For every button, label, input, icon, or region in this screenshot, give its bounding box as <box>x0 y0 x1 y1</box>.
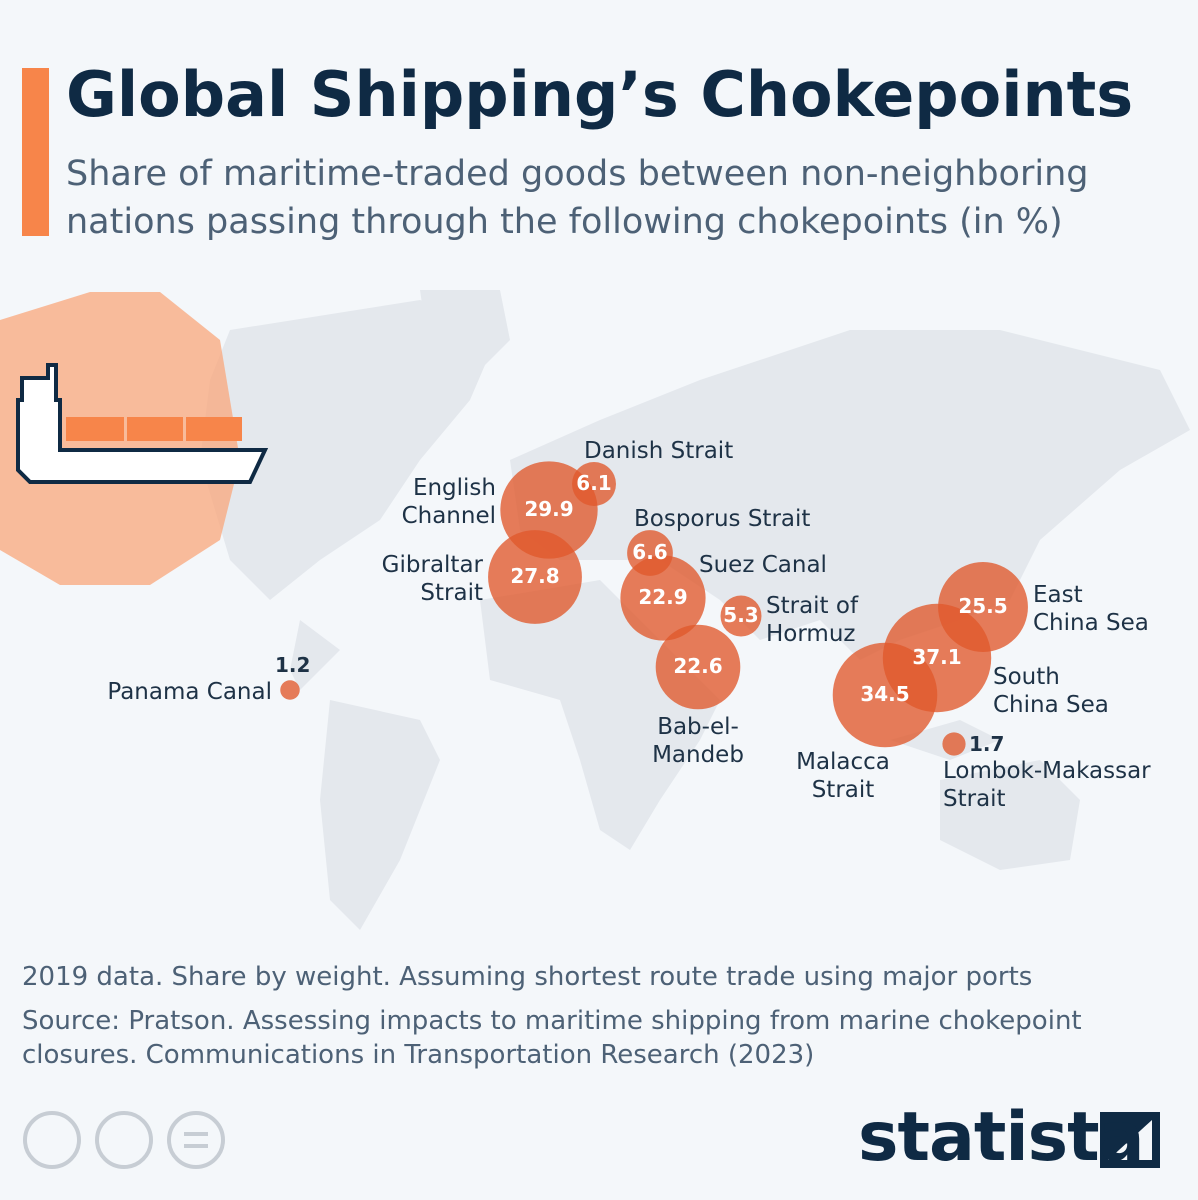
ship-icon <box>16 363 269 484</box>
value-label: 22.9 <box>638 585 688 609</box>
value-label: 1.2 <box>275 653 311 677</box>
chokepoint-name: Suez Canal <box>699 552 827 578</box>
chokepoint-name: English Channel <box>401 475 496 529</box>
bubble <box>942 732 966 756</box>
value-label: 34.5 <box>860 682 910 706</box>
brand-logo <box>1100 1112 1160 1168</box>
value-label: 6.6 <box>632 540 668 564</box>
value-label: 29.9 <box>524 497 574 521</box>
value-label: 5.3 <box>723 603 759 627</box>
chokepoint-name: Bab-el- Mandeb <box>652 714 744 768</box>
chokepoint-name: Malacca Strait <box>796 749 890 803</box>
chokepoint-name: Bosporus Strait <box>634 506 811 532</box>
bubble <box>280 680 300 700</box>
title: Global Shipping’s Chokepoints <box>66 58 1134 131</box>
value-label: 37.1 <box>912 645 962 669</box>
world-map <box>200 290 1190 930</box>
source: Source: Pratson. Assessing impacts to ma… <box>22 1006 1082 1070</box>
bubble <box>655 624 741 710</box>
chokepoint-name: East China Sea <box>1033 582 1149 636</box>
chokepoint-name: Gibraltar Strait <box>381 552 483 606</box>
bubble <box>572 462 616 506</box>
value-label: 1.7 <box>969 732 1005 756</box>
note: 2019 data. Share by weight. Assuming sho… <box>22 962 1033 992</box>
bubble <box>620 555 706 641</box>
chokepoint-name: Strait of Hormuz <box>766 593 859 647</box>
subtitle: Share of maritime-traded goods between n… <box>66 154 1089 242</box>
value-label: 27.8 <box>510 564 560 588</box>
value-label: 22.6 <box>673 654 723 678</box>
chokepoint-name: South China Sea <box>993 664 1109 718</box>
chokepoint-name: Danish Strait <box>584 438 734 464</box>
chokepoint-name: Lombok-Makassar Strait <box>943 758 1151 812</box>
value-label: 25.5 <box>958 594 1008 618</box>
cc-icons <box>23 1111 225 1169</box>
chokepoint-name: Panama Canal <box>107 679 272 705</box>
brand: statista <box>858 1098 1145 1177</box>
accent-bar <box>22 68 49 236</box>
bubble <box>832 642 938 748</box>
value-label: 6.1 <box>576 471 612 495</box>
bubble <box>720 595 762 637</box>
bubble <box>488 530 582 624</box>
